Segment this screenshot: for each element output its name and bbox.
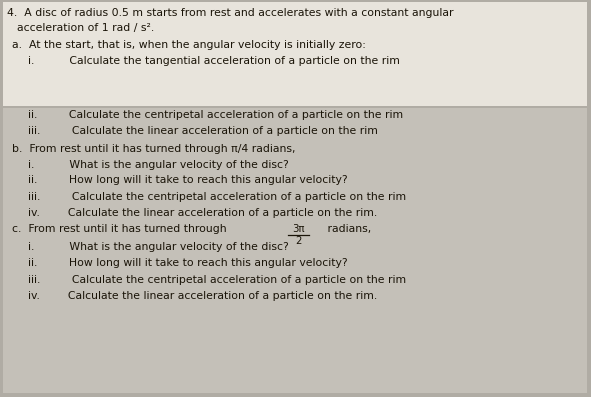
- Text: i.          Calculate the tangential acceleration of a particle on the rim: i. Calculate the tangential acceleration…: [28, 56, 400, 66]
- Text: a.  At the start, that is, when the angular velocity is initially zero:: a. At the start, that is, when the angul…: [12, 40, 366, 50]
- Text: iv.        Calculate the linear acceleration of a particle on the rim.: iv. Calculate the linear acceleration of…: [28, 208, 378, 218]
- Text: ii.         How long will it take to reach this angular velocity?: ii. How long will it take to reach this …: [28, 175, 348, 185]
- Text: iv.        Calculate the linear acceleration of a particle on the rim.: iv. Calculate the linear acceleration of…: [28, 291, 378, 301]
- Text: 4.  A disc of radius 0.5 m starts from rest and accelerates with a constant angu: 4. A disc of radius 0.5 m starts from re…: [7, 8, 453, 18]
- Text: i.          What is the angular velocity of the disc?: i. What is the angular velocity of the d…: [28, 160, 289, 170]
- Bar: [3, 108, 587, 393]
- Text: 3π: 3π: [292, 224, 305, 234]
- Text: i.          What is the angular velocity of the disc?: i. What is the angular velocity of the d…: [28, 242, 289, 252]
- Text: iii.         Calculate the centripetal acceleration of a particle on the rim: iii. Calculate the centripetal accelerat…: [28, 192, 407, 202]
- Text: iii.         Calculate the linear acceleration of a particle on the rim: iii. Calculate the linear acceleration o…: [28, 126, 378, 136]
- Text: iii.         Calculate the centripetal acceleration of a particle on the rim: iii. Calculate the centripetal accelerat…: [28, 275, 407, 285]
- Text: 2: 2: [296, 236, 301, 246]
- Text: radians,: radians,: [324, 224, 371, 234]
- Bar: [3, 2, 587, 106]
- Text: acceleration of 1 rad / s².: acceleration of 1 rad / s².: [17, 23, 154, 33]
- Text: b.  From rest until it has turned through π/4 radians,: b. From rest until it has turned through…: [12, 144, 296, 154]
- Text: ii.         How long will it take to reach this angular velocity?: ii. How long will it take to reach this …: [28, 258, 348, 268]
- Text: c.  From rest until it has turned through: c. From rest until it has turned through: [12, 224, 230, 234]
- Text: ii.         Calculate the centripetal acceleration of a particle on the rim: ii. Calculate the centripetal accelerati…: [28, 110, 404, 120]
